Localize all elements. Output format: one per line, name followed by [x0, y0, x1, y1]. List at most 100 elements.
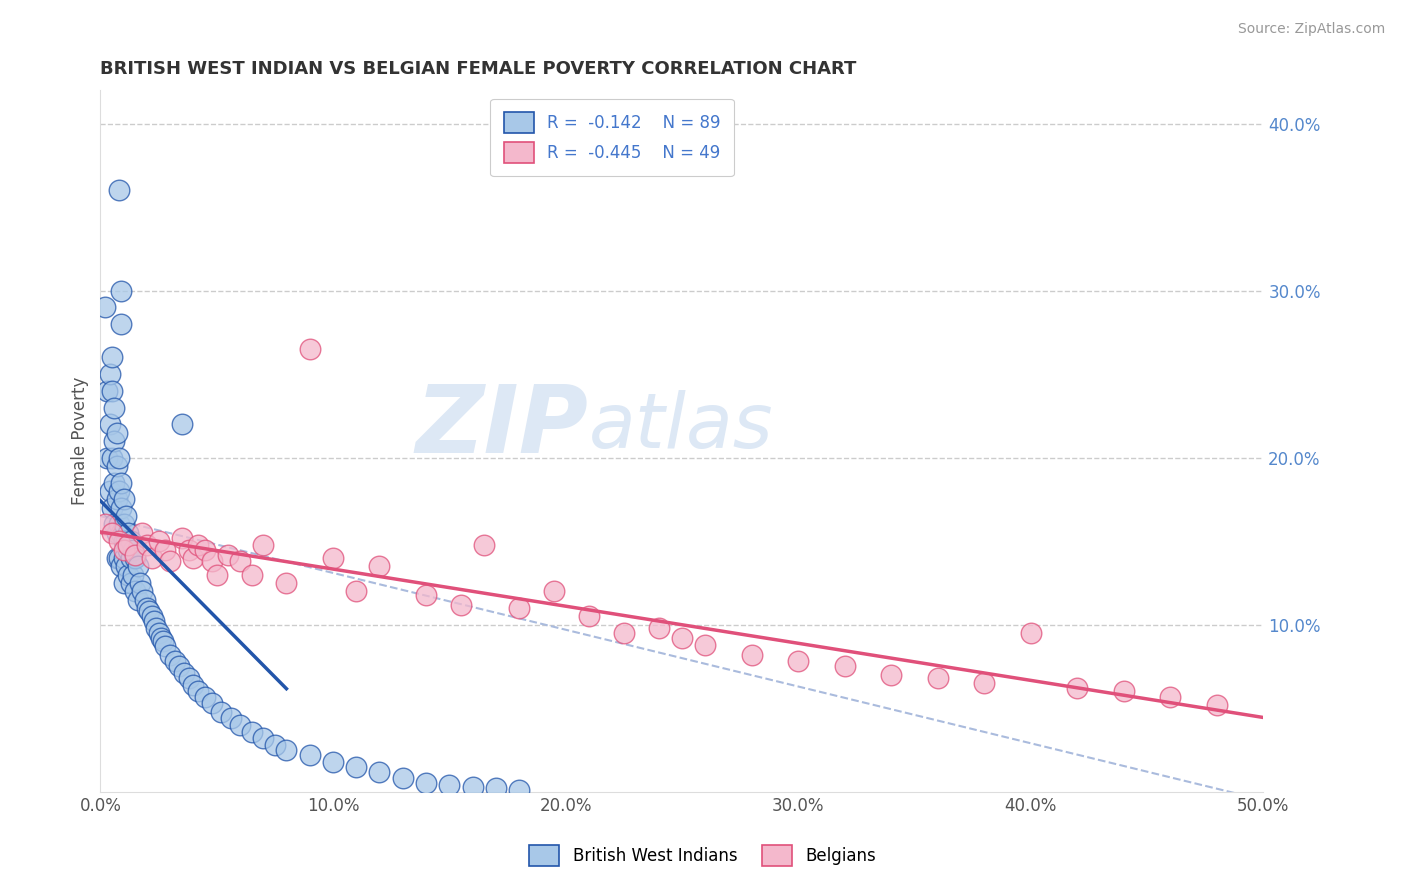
Point	[105, 492, 128, 507]
Point	[148, 626, 170, 640]
Point	[155, 542, 177, 557]
Point	[240, 724, 263, 739]
Point	[128, 576, 150, 591]
Point	[112, 576, 135, 591]
Point	[252, 731, 274, 746]
Point	[163, 655, 186, 669]
Point	[112, 517, 135, 532]
Point	[149, 631, 172, 645]
Point	[169, 659, 191, 673]
Point	[834, 659, 856, 673]
Point	[1066, 681, 1088, 695]
Point	[263, 738, 285, 752]
Point	[201, 696, 224, 710]
Point	[98, 417, 121, 432]
Point	[219, 711, 242, 725]
Point	[112, 550, 135, 565]
Point	[201, 554, 224, 568]
Point	[108, 484, 131, 499]
Point	[298, 747, 321, 762]
Point	[170, 417, 193, 432]
Point	[108, 450, 131, 465]
Point	[110, 559, 132, 574]
Point	[391, 772, 413, 786]
Point	[187, 537, 209, 551]
Point	[131, 584, 153, 599]
Point	[973, 676, 995, 690]
Point	[368, 559, 391, 574]
Point	[138, 604, 160, 618]
Point	[1205, 698, 1227, 712]
Point	[110, 317, 132, 331]
Point	[177, 542, 200, 557]
Point	[112, 492, 135, 507]
Point	[461, 780, 484, 794]
Point	[415, 776, 437, 790]
Point	[108, 550, 131, 565]
Point	[103, 434, 125, 448]
Point	[322, 550, 344, 565]
Point	[110, 525, 132, 540]
Point	[110, 284, 132, 298]
Point	[135, 601, 157, 615]
Point	[415, 588, 437, 602]
Point	[103, 517, 125, 532]
Point	[450, 598, 472, 612]
Point	[141, 550, 163, 565]
Point	[115, 509, 138, 524]
Point	[142, 615, 165, 629]
Text: ZIP: ZIP	[416, 381, 589, 473]
Point	[105, 458, 128, 473]
Point	[508, 783, 530, 797]
Point	[187, 684, 209, 698]
Text: atlas: atlas	[589, 390, 773, 464]
Point	[205, 567, 228, 582]
Point	[131, 525, 153, 540]
Point	[613, 626, 636, 640]
Point	[1159, 690, 1181, 704]
Point	[103, 401, 125, 415]
Point	[155, 640, 177, 654]
Point	[240, 567, 263, 582]
Point	[120, 576, 142, 591]
Point	[344, 584, 367, 599]
Point	[117, 537, 139, 551]
Point	[145, 621, 167, 635]
Point	[124, 548, 146, 562]
Point	[880, 667, 903, 681]
Point	[276, 576, 298, 591]
Point	[229, 554, 252, 568]
Point	[183, 550, 205, 565]
Point	[101, 500, 124, 515]
Point	[322, 755, 344, 769]
Point	[105, 550, 128, 565]
Point	[134, 592, 156, 607]
Point	[276, 743, 298, 757]
Point	[173, 666, 195, 681]
Point	[112, 534, 135, 549]
Point	[127, 592, 149, 607]
Point	[647, 621, 669, 635]
Point	[141, 609, 163, 624]
Point	[101, 525, 124, 540]
Point	[124, 584, 146, 599]
Point	[105, 525, 128, 540]
Point	[94, 301, 117, 315]
Point	[103, 475, 125, 490]
Point	[110, 500, 132, 515]
Point	[98, 484, 121, 499]
Point	[741, 648, 763, 662]
Point	[94, 517, 117, 532]
Point	[209, 705, 232, 719]
Point	[101, 450, 124, 465]
Point	[115, 559, 138, 574]
Point	[117, 525, 139, 540]
Point	[194, 542, 217, 557]
Point	[927, 671, 949, 685]
Point	[110, 475, 132, 490]
Point	[135, 537, 157, 551]
Point	[117, 542, 139, 557]
Text: BRITISH WEST INDIAN VS BELGIAN FEMALE POVERTY CORRELATION CHART: BRITISH WEST INDIAN VS BELGIAN FEMALE PO…	[100, 60, 856, 78]
Point	[229, 718, 252, 732]
Legend: R =  -0.142    N = 89, R =  -0.445    N = 49: R = -0.142 N = 89, R = -0.445 N = 49	[491, 99, 734, 177]
